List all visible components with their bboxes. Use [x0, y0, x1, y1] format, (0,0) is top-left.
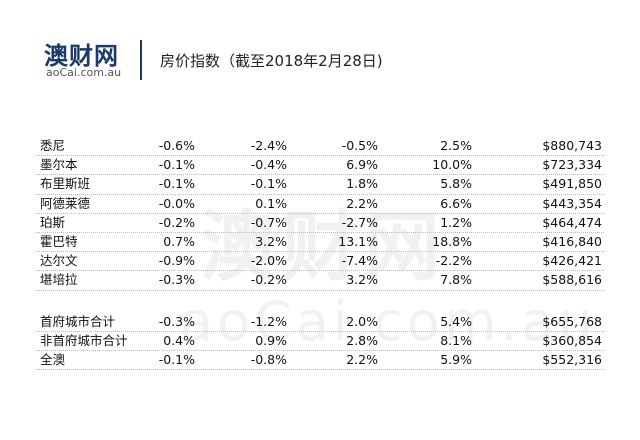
row-separator — [36, 193, 604, 195]
cell-value: -0.1% — [158, 157, 195, 173]
cell-value: 3.2% — [255, 234, 287, 249]
cell-value: 2.5% — [440, 138, 472, 153]
cell-value: -0.7% — [250, 214, 287, 230]
row-separator — [36, 174, 604, 176]
cell-value: 2.2% — [346, 352, 378, 367]
cell-value: 0.1% — [255, 195, 287, 211]
row-label: 首府城市合计 — [40, 313, 116, 329]
cell-value: 2.8% — [346, 332, 378, 348]
cell-value: 0.4% — [163, 332, 195, 348]
cell-value: 2.2% — [346, 195, 378, 211]
cell-value: -0.1% — [250, 176, 287, 192]
cell-value: $464,474 — [542, 214, 602, 230]
cell-value: $443,354 — [542, 195, 602, 211]
title: 房价指数（截至2018年2月28日) — [160, 52, 383, 70]
cell-value: -0.1% — [158, 176, 195, 192]
cell-value: -0.9% — [158, 253, 195, 269]
cell-value: $552,316 — [542, 352, 602, 367]
cell-value: -0.3% — [158, 272, 195, 288]
row-label: 霍巴特 — [40, 234, 78, 249]
cell-value: -0.2% — [250, 272, 287, 288]
cell-value: 6.6% — [440, 195, 472, 211]
cell-value: 18.8% — [432, 234, 472, 249]
cell-value: -0.8% — [250, 352, 287, 367]
cell-value: -0.2% — [158, 214, 195, 230]
row-separator — [36, 155, 604, 157]
row-label: 珀斯 — [40, 214, 66, 230]
cell-value: 5.9% — [440, 352, 472, 367]
row-label: 布里斯班 — [40, 176, 91, 192]
cell-value: -0.5% — [341, 138, 378, 153]
row-separator — [36, 369, 604, 371]
row-separator — [36, 232, 604, 233]
cell-value: 5.8% — [440, 176, 472, 192]
divider — [140, 40, 142, 80]
watermark: 澳财网 — [200, 202, 446, 291]
cell-value: -0.6% — [158, 138, 195, 153]
cell-value: $360,854 — [542, 332, 602, 348]
row-label: 堪培拉 — [40, 272, 78, 288]
cell-value: 1.2% — [440, 214, 472, 230]
row-label: 悉尼 — [40, 138, 66, 153]
row-label: 墨尔本 — [40, 157, 78, 173]
cell-value: 10.0% — [432, 157, 472, 173]
row-separator — [36, 270, 604, 272]
row-label: 全澳 — [40, 352, 66, 367]
cell-value: $426,421 — [542, 253, 602, 269]
cell-value: 3.2% — [346, 272, 378, 288]
cell-value: $880,743 — [542, 138, 602, 153]
cell-value: -2.2% — [435, 253, 472, 269]
cell-value: -7.4% — [341, 253, 378, 269]
logo-sub: aoCai.com.au — [46, 66, 122, 79]
cell-value: 8.1% — [440, 332, 472, 348]
cell-value: 6.9% — [346, 157, 378, 173]
row-separator — [36, 350, 604, 351]
cell-value: 7.8% — [440, 272, 472, 288]
cell-value: -0.0% — [158, 195, 195, 211]
cell-value: -0.3% — [158, 313, 195, 329]
watermark-sub: aoCai.com.au — [180, 290, 597, 353]
cell-value: -2.0% — [250, 253, 287, 269]
cell-value: 5.4% — [440, 313, 472, 329]
row-label: 非首府城市合计 — [40, 332, 128, 348]
cell-value: -0.1% — [158, 352, 195, 367]
cell-value: 0.9% — [255, 332, 287, 348]
cell-value: $723,334 — [542, 157, 602, 173]
cell-value: $416,840 — [542, 234, 602, 249]
row-label: 阿德莱德 — [40, 195, 91, 211]
cell-value: -0.4% — [250, 157, 287, 173]
cell-value: 1.8% — [346, 176, 378, 192]
cell-value: $491,850 — [542, 176, 602, 192]
row-separator — [36, 330, 604, 332]
row-separator — [36, 289, 604, 291]
cell-value: $588,616 — [542, 272, 602, 288]
row-label: 达尔文 — [40, 253, 78, 269]
logo: 澳财网 — [44, 42, 119, 70]
cell-value: $655,768 — [542, 313, 602, 329]
cell-value: 2.0% — [346, 313, 378, 329]
row-separator — [36, 212, 604, 214]
row-separator — [36, 251, 604, 253]
cell-value: -2.4% — [250, 138, 287, 153]
cell-value: -2.7% — [341, 214, 378, 230]
cell-value: 0.7% — [163, 234, 195, 249]
cell-value: -1.2% — [250, 313, 287, 329]
cell-value: 13.1% — [338, 234, 378, 249]
